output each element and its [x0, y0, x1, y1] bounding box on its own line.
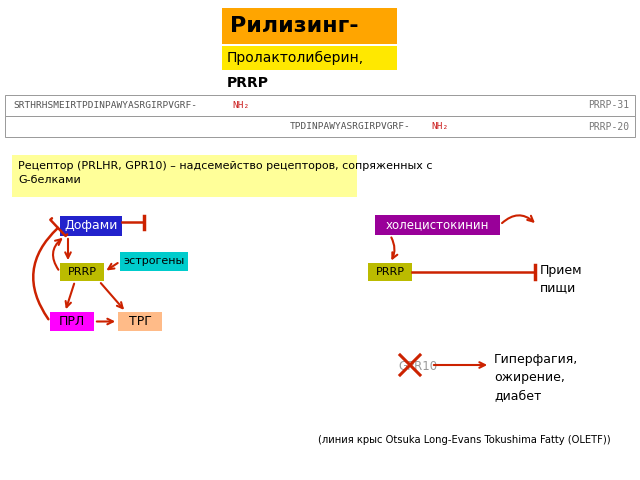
Text: SRTHRHSMEIRTPDINPAWYASRGIRPVGRF-: SRTHRHSMEIRTPDINPAWYASRGIRPVGRF-: [13, 101, 197, 110]
Text: NH₂: NH₂: [431, 122, 448, 131]
FancyBboxPatch shape: [222, 46, 397, 70]
Text: GPR10: GPR10: [398, 360, 437, 372]
Text: Рилизинг-: Рилизинг-: [230, 16, 358, 36]
Text: Дофами: Дофами: [64, 219, 118, 232]
FancyBboxPatch shape: [60, 263, 104, 281]
FancyBboxPatch shape: [12, 155, 357, 197]
Text: (линия крыс Otsuka Long-Evans Tokushima Fatty (OLETF)): (линия крыс Otsuka Long-Evans Tokushima …: [318, 435, 611, 445]
Text: Прием
пищи: Прием пищи: [540, 264, 582, 294]
FancyBboxPatch shape: [222, 8, 397, 44]
Text: PRRP: PRRP: [376, 267, 404, 277]
FancyBboxPatch shape: [118, 312, 162, 331]
Text: Рецептор (PRLHR, GPR10) – надсемейство рецепторов, сопряженных с
G-белками: Рецептор (PRLHR, GPR10) – надсемейство р…: [18, 161, 433, 185]
FancyBboxPatch shape: [50, 312, 94, 331]
Text: TPDINPAWYASRGIRPVGRF-: TPDINPAWYASRGIRPVGRF-: [290, 122, 411, 131]
Text: холецистокинин: холецистокинин: [386, 218, 489, 231]
FancyBboxPatch shape: [375, 215, 500, 235]
Text: эстрогены: эстрогены: [124, 256, 184, 266]
Text: ПРЛ: ПРЛ: [59, 315, 85, 328]
FancyBboxPatch shape: [120, 252, 188, 271]
Text: PRRP-31: PRRP-31: [588, 100, 629, 110]
FancyBboxPatch shape: [5, 95, 635, 116]
FancyBboxPatch shape: [5, 116, 635, 137]
Text: ТРГ: ТРГ: [129, 315, 152, 328]
Text: PRRP-20: PRRP-20: [588, 121, 629, 132]
FancyBboxPatch shape: [368, 263, 412, 281]
Text: PRRP: PRRP: [227, 76, 269, 90]
Text: Гиперфагия,
ожирение,
диабет: Гиперфагия, ожирение, диабет: [494, 353, 579, 402]
Text: Пролактолиберин,: Пролактолиберин,: [227, 51, 364, 65]
Text: PRRP: PRRP: [67, 267, 97, 277]
FancyBboxPatch shape: [60, 216, 122, 236]
Text: NH₂: NH₂: [232, 101, 249, 110]
